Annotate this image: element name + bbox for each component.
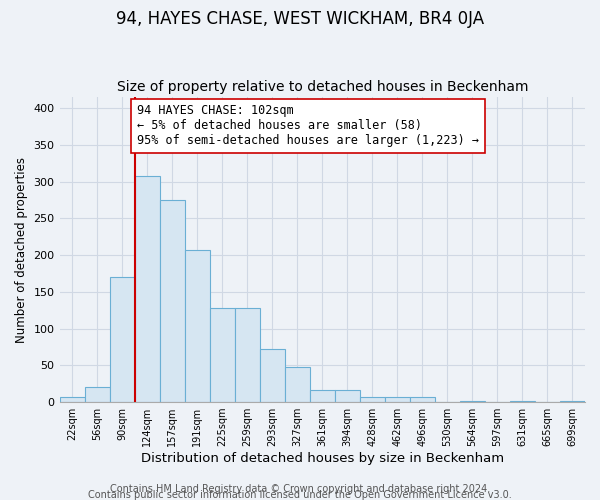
Bar xyxy=(59,397,85,402)
Bar xyxy=(310,390,335,402)
Bar xyxy=(185,250,209,402)
Text: 94 HAYES CHASE: 102sqm
← 5% of detached houses are smaller (58)
95% of semi-deta: 94 HAYES CHASE: 102sqm ← 5% of detached … xyxy=(137,104,479,148)
Bar xyxy=(510,400,535,402)
Bar xyxy=(560,400,585,402)
Text: Contains public sector information licensed under the Open Government Licence v3: Contains public sector information licen… xyxy=(88,490,512,500)
Bar xyxy=(285,367,310,402)
Bar xyxy=(410,397,435,402)
Bar xyxy=(460,400,485,402)
Bar xyxy=(160,200,185,402)
Bar xyxy=(385,397,410,402)
Bar xyxy=(209,308,235,402)
Bar xyxy=(85,388,110,402)
Bar xyxy=(335,390,360,402)
Bar xyxy=(134,176,160,402)
Bar xyxy=(260,349,285,402)
Text: Contains HM Land Registry data © Crown copyright and database right 2024.: Contains HM Land Registry data © Crown c… xyxy=(110,484,490,494)
Text: 94, HAYES CHASE, WEST WICKHAM, BR4 0JA: 94, HAYES CHASE, WEST WICKHAM, BR4 0JA xyxy=(116,10,484,28)
X-axis label: Distribution of detached houses by size in Beckenham: Distribution of detached houses by size … xyxy=(141,452,504,465)
Bar xyxy=(235,308,260,402)
Bar xyxy=(360,397,385,402)
Bar xyxy=(110,277,134,402)
Title: Size of property relative to detached houses in Beckenham: Size of property relative to detached ho… xyxy=(116,80,528,94)
Y-axis label: Number of detached properties: Number of detached properties xyxy=(15,156,28,342)
